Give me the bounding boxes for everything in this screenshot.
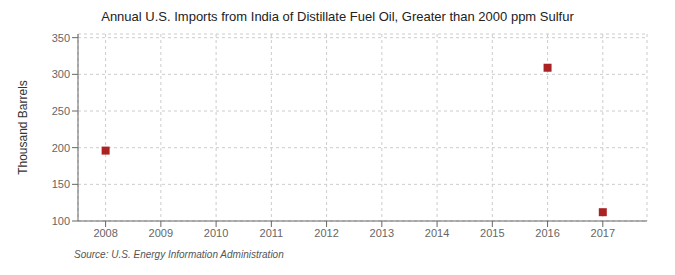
svg-text:2017: 2017	[591, 227, 615, 239]
svg-text:2013: 2013	[370, 227, 394, 239]
svg-text:300: 300	[52, 68, 70, 80]
svg-text:350: 350	[52, 32, 70, 44]
svg-text:250: 250	[52, 105, 70, 117]
html-text:Source: U.S. Energy Informatio: Source: U.S. Energy Information Administ…	[74, 249, 284, 260]
svg-text:150: 150	[52, 178, 70, 190]
svg-text:2016: 2016	[535, 227, 559, 239]
svg-text:2008: 2008	[93, 227, 117, 239]
svg-text:2011: 2011	[260, 227, 284, 239]
svg-text:Thousand Barrels: Thousand Barrels	[16, 80, 30, 175]
svg-text:100: 100	[52, 215, 70, 227]
svg-text:2010: 2010	[204, 227, 228, 239]
svg-text:2009: 2009	[149, 227, 173, 239]
svg-text:200: 200	[52, 142, 70, 154]
svg-text:2014: 2014	[425, 227, 449, 239]
svg-text:2015: 2015	[480, 227, 504, 239]
html-text:Annual U.S. Imports from India: Annual U.S. Imports from India of Distil…	[101, 9, 574, 24]
svg-text:2012: 2012	[314, 227, 338, 239]
